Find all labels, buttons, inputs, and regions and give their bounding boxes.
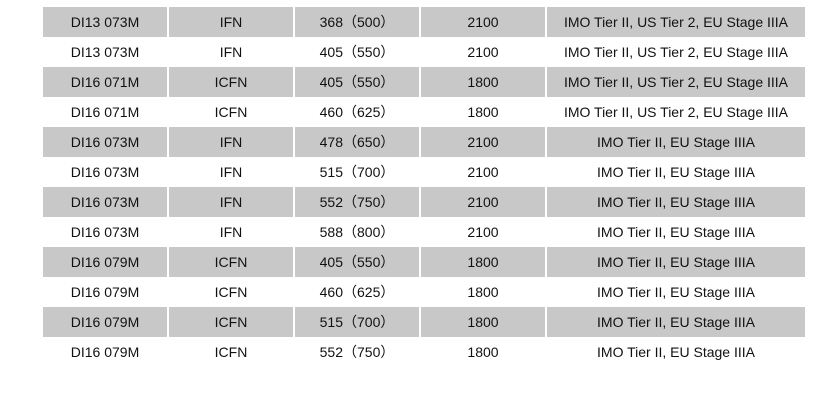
table-row: DI16 073M IFN 588（800） 2100 IMO Tier II, EU … (43, 217, 805, 247)
rpm-cell: 2100 (467, 164, 499, 180)
engine-model-cell: DI16 079M (43, 247, 167, 277)
engine-model-cell: DI13 073M (70, 44, 140, 60)
power-kw-hp-cell: 368（500） (295, 7, 419, 37)
table-row: DI16 073M IFN 478（650） 2100 IMO Tier II, EU … (43, 127, 805, 157)
fuel-system-cell: IFN (219, 224, 243, 240)
power-kw-hp-cell: 552（750） (319, 344, 395, 360)
engine-model-cell: DI16 079M (70, 344, 140, 360)
power-kw-hp-cell: 588（800） (319, 224, 395, 240)
rpm-cell: 2100 (421, 127, 545, 157)
rpm-cell: 1800 (421, 307, 545, 337)
engine-model-cell: DI16 071M (43, 67, 167, 97)
power-kw-hp-cell: 405（550） (295, 67, 419, 97)
power-kw-hp-cell: 515（700） (319, 164, 395, 180)
fuel-system-cell: IFN (169, 127, 293, 157)
rpm-cell: 1800 (467, 284, 499, 300)
engine-model-cell: DI16 073M (43, 127, 167, 157)
emission-standard-cell: IMO Tier II, EU Stage IIIA (597, 224, 755, 240)
emission-standard-cell: IMO Tier II, EU Stage IIIA (547, 307, 805, 337)
power-kw-hp-cell: 460（625） (319, 284, 395, 300)
fuel-system-cell: IFN (169, 7, 293, 37)
table-row: DI16 073M IFN 552（750） 2100 IMO Tier II, EU … (43, 187, 805, 217)
rpm-cell: 1800 (421, 247, 545, 277)
rpm-cell: 2100 (467, 44, 499, 60)
table-row: DI16 073M IFN 515（700） 2100 IMO Tier II, EU … (43, 157, 805, 187)
rpm-cell: 1800 (467, 344, 499, 360)
fuel-system-cell: ICFN (214, 344, 248, 360)
emission-standard-cell: IMO Tier II, EU Stage IIIA (597, 164, 755, 180)
fuel-system-cell: ICFN (214, 104, 248, 120)
emission-standard-cell: IMO Tier II, US Tier 2, EU Stage IIIA (563, 104, 789, 120)
fuel-system-cell: ICFN (169, 307, 293, 337)
rpm-cell: 2100 (421, 187, 545, 217)
table-row: DI16 071M ICFN 460（625） 1800 IMO Tier II, US… (43, 97, 805, 127)
engine-model-cell: DI16 073M (43, 187, 167, 217)
emission-standard-cell: IMO Tier II, EU Stage IIIA (547, 127, 805, 157)
power-kw-hp-cell: 478（650） (295, 127, 419, 157)
engine-spec-table: DI13 073M IFN 368（500） 2100 IMO Tier II, US … (41, 7, 807, 367)
emission-standard-cell: IMO Tier II, EU Stage IIIA (597, 344, 755, 360)
emission-standard-cell: IMO Tier II, EU Stage IIIA (547, 187, 805, 217)
fuel-system-cell: IFN (169, 187, 293, 217)
fuel-system-cell: ICFN (169, 247, 293, 277)
emission-standard-cell: IMO Tier II, EU Stage IIIA (597, 284, 755, 300)
fuel-system-cell: ICFN (214, 284, 248, 300)
rpm-cell: 2100 (421, 7, 545, 37)
fuel-system-cell: IFN (219, 44, 243, 60)
table-row: DI16 079M ICFN 460（625） 1800 IMO Tier II, EU… (43, 277, 805, 307)
engine-model-cell: DI16 073M (70, 164, 140, 180)
power-kw-hp-cell: 552（750） (295, 187, 419, 217)
table-row: DI16 079M ICFN 515（700） 1800 IMO Tier II, EU… (43, 307, 805, 337)
engine-model-cell: DI16 073M (70, 224, 140, 240)
rpm-cell: 1800 (421, 67, 545, 97)
engine-model-cell: DI16 079M (43, 307, 167, 337)
emission-standard-cell: IMO Tier II, US Tier 2, EU Stage IIIA (547, 7, 805, 37)
engine-model-cell: DI16 079M (70, 284, 140, 300)
power-kw-hp-cell: 460（625） (319, 104, 395, 120)
emission-standard-cell: IMO Tier II, US Tier 2, EU Stage IIIA (547, 67, 805, 97)
table-row: DI13 073M IFN 368（500） 2100 IMO Tier II, US … (43, 7, 805, 37)
table-row: DI16 071M ICFN 405（550） 1800 IMO Tier II, US… (43, 67, 805, 97)
power-kw-hp-cell: 405（550） (319, 44, 395, 60)
table-row: DI16 079M ICFN 552（750） 1800 IMO Tier II, EU… (43, 337, 805, 367)
engine-model-cell: DI13 073M (43, 7, 167, 37)
fuel-system-cell: ICFN (169, 67, 293, 97)
fuel-system-cell: IFN (219, 164, 243, 180)
power-kw-hp-cell: 405（550） (295, 247, 419, 277)
power-kw-hp-cell: 515（700） (295, 307, 419, 337)
rpm-cell: 2100 (467, 224, 499, 240)
emission-standard-cell: IMO Tier II, US Tier 2, EU Stage IIIA (563, 44, 789, 60)
emission-standard-cell: IMO Tier II, EU Stage IIIA (547, 247, 805, 277)
rpm-cell: 1800 (467, 104, 499, 120)
table-row: DI16 079M ICFN 405（550） 1800 IMO Tier II, EU… (43, 247, 805, 277)
table-row: DI13 073M IFN 405（550） 2100 IMO Tier II, US … (43, 37, 805, 67)
engine-model-cell: DI16 071M (70, 104, 140, 120)
